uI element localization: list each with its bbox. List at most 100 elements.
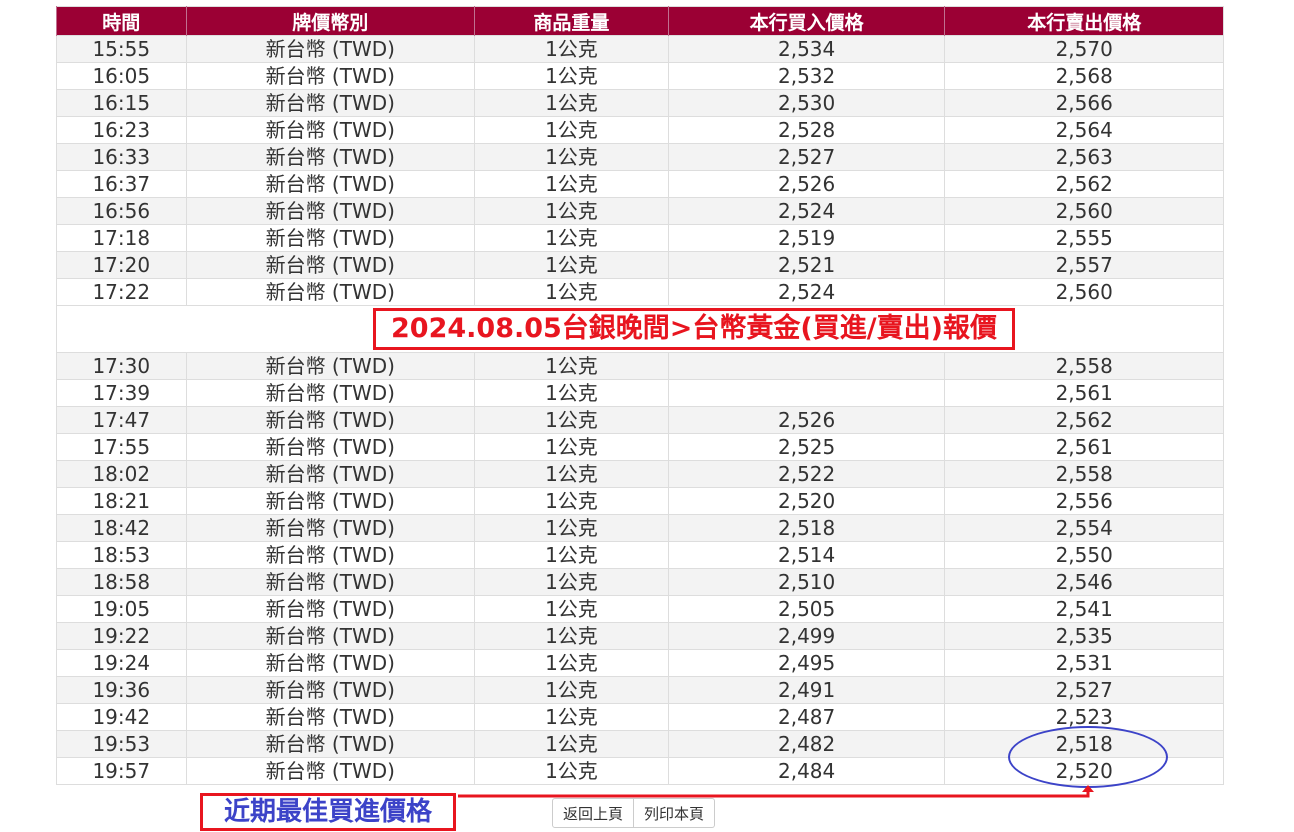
weight-cell: 1公克 [474,197,669,225]
sell-price-cell: 2,560 [944,278,1224,306]
table-row: 18:58 新台幣 (TWD) 1公克 2,510 2,546 [56,568,1224,596]
buy-price-cell [667,352,946,380]
table-row: 18:53 新台幣 (TWD) 1公克 2,514 2,550 [56,541,1224,569]
sell-price-cell: 2,562 [944,170,1224,198]
buy-price-cell: 2,527 [667,143,946,171]
time-cell: 18:58 [56,568,187,596]
time-cell: 17:55 [56,433,187,461]
sell-price-cell: 2,568 [944,62,1224,90]
buy-price-cell: 2,484 [667,757,946,785]
time-cell: 17:22 [56,278,187,306]
buy-price-cell: 2,522 [667,460,946,488]
buy-price-cell: 2,532 [667,62,946,90]
buy-price-cell: 2,518 [667,514,946,542]
sell-price-cell: 2,562 [944,406,1224,434]
table-row: 17:20 新台幣 (TWD) 1公克 2,521 2,557 [56,251,1224,279]
currency-cell: 新台幣 (TWD) [185,568,476,596]
time-cell: 17:20 [56,251,187,279]
title-annotation-row: 2024.08.05台銀晚間>台幣黃金(買進/賣出)報價 [56,305,1224,353]
weight-cell: 1公克 [474,487,669,515]
weight-cell: 1公克 [474,352,669,380]
time-cell: 19:36 [56,676,187,704]
table-row: 18:42 新台幣 (TWD) 1公克 2,518 2,554 [56,514,1224,542]
buy-price-cell: 2,521 [667,251,946,279]
sell-price-cell: 2,563 [944,143,1224,171]
time-cell: 19:05 [56,595,187,623]
currency-cell: 新台幣 (TWD) [185,649,476,677]
buy-price-cell: 2,495 [667,649,946,677]
weight-cell: 1公克 [474,116,669,144]
column-header: 本行買入價格 [667,6,945,36]
sell-price-cell: 2,546 [944,568,1224,596]
weight-cell: 1公克 [474,541,669,569]
time-cell: 18:42 [56,514,187,542]
currency-cell: 新台幣 (TWD) [185,703,476,731]
time-cell: 19:57 [56,757,187,785]
time-cell: 16:05 [56,62,187,90]
buy-price-cell: 2,526 [667,170,946,198]
table-row: 17:30 新台幣 (TWD) 1公克 2,558 [56,352,1224,380]
currency-cell: 新台幣 (TWD) [185,514,476,542]
print-button[interactable]: 列印本頁 [634,798,716,828]
weight-cell: 1公克 [474,595,669,623]
table-row: 18:21 新台幣 (TWD) 1公克 2,520 2,556 [56,487,1224,515]
best-buy-annotation: 近期最佳買進價格 [200,793,456,831]
table-row: 16:56 新台幣 (TWD) 1公克 2,524 2,560 [56,197,1224,225]
table-row: 17:39 新台幣 (TWD) 1公克 2,561 [56,379,1224,407]
sell-price-cell: 2,558 [944,460,1224,488]
currency-cell: 新台幣 (TWD) [185,197,476,225]
table-row: 19:36 新台幣 (TWD) 1公克 2,491 2,527 [56,676,1224,704]
buy-price-cell: 2,491 [667,676,946,704]
buy-price-cell: 2,482 [667,730,946,758]
currency-cell: 新台幣 (TWD) [185,487,476,515]
buy-price-cell: 2,534 [667,35,946,63]
buy-price-cell: 2,520 [667,487,946,515]
sell-price-cell: 2,566 [944,89,1224,117]
weight-cell: 1公克 [474,89,669,117]
currency-cell: 新台幣 (TWD) [185,224,476,252]
back-button[interactable]: 返回上頁 [552,798,635,828]
buy-price-cell: 2,519 [667,224,946,252]
table-row: 16:05 新台幣 (TWD) 1公克 2,532 2,568 [56,62,1224,90]
title-annotation-cell: 2024.08.05台銀晚間>台幣黃金(買進/賣出)報價 [56,305,1224,353]
weight-cell: 1公克 [474,676,669,704]
buy-price-cell: 2,487 [667,703,946,731]
time-cell: 16:15 [56,89,187,117]
weight-cell: 1公克 [474,730,669,758]
time-cell: 19:42 [56,703,187,731]
buy-price-cell: 2,499 [667,622,946,650]
table-row: 16:15 新台幣 (TWD) 1公克 2,530 2,566 [56,89,1224,117]
time-cell: 19:53 [56,730,187,758]
weight-cell: 1公克 [474,757,669,785]
table-row: 18:02 新台幣 (TWD) 1公克 2,522 2,558 [56,460,1224,488]
time-cell: 18:21 [56,487,187,515]
table-row: 19:24 新台幣 (TWD) 1公克 2,495 2,531 [56,649,1224,677]
column-header: 本行賣出價格 [944,6,1224,36]
table-row: 19:42 新台幣 (TWD) 1公克 2,487 2,523 [56,703,1224,731]
weight-cell: 1公克 [474,379,669,407]
time-cell: 17:18 [56,224,187,252]
currency-cell: 新台幣 (TWD) [185,35,476,63]
time-cell: 17:30 [56,352,187,380]
currency-cell: 新台幣 (TWD) [185,406,476,434]
currency-cell: 新台幣 (TWD) [185,352,476,380]
sell-price-cell: 2,570 [944,35,1224,63]
time-cell: 17:39 [56,379,187,407]
currency-cell: 新台幣 (TWD) [185,676,476,704]
table-row: 16:37 新台幣 (TWD) 1公克 2,526 2,562 [56,170,1224,198]
currency-cell: 新台幣 (TWD) [185,757,476,785]
table-row: 17:22 新台幣 (TWD) 1公克 2,524 2,560 [56,278,1224,306]
buy-price-cell: 2,525 [667,433,946,461]
sell-price-cell: 2,561 [944,379,1224,407]
column-header: 商品重量 [474,6,669,36]
currency-cell: 新台幣 (TWD) [185,62,476,90]
column-header: 時間 [56,6,187,36]
weight-cell: 1公克 [474,278,669,306]
buy-price-cell: 2,514 [667,541,946,569]
buy-price-cell: 2,530 [667,89,946,117]
table-header: 時間 牌價幣別 商品重量 本行買入價格 本行賣出價格 [56,6,1224,36]
sell-price-cell: 2,550 [944,541,1224,569]
weight-cell: 1公克 [474,224,669,252]
table-row: 16:33 新台幣 (TWD) 1公克 2,527 2,563 [56,143,1224,171]
currency-cell: 新台幣 (TWD) [185,251,476,279]
